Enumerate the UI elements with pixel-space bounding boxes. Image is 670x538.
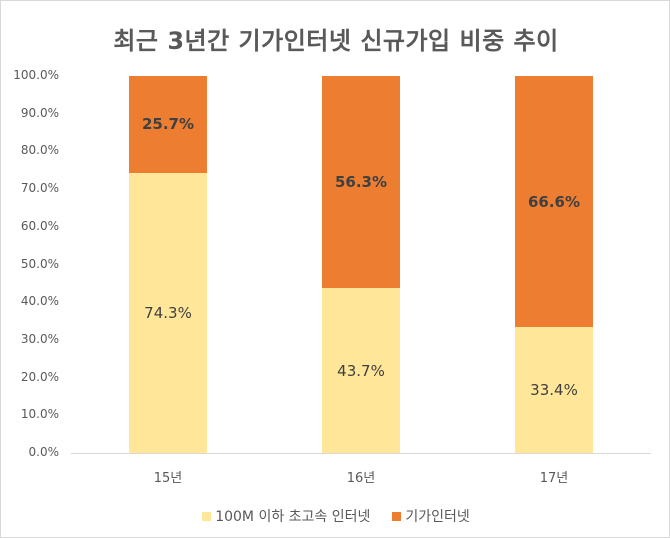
y-tick-label: 60.0%	[20, 218, 59, 233]
y-tick-label: 70.0%	[20, 181, 59, 196]
x-tick-label: 17년	[539, 471, 569, 486]
x-tick-label: 15년	[153, 471, 183, 486]
legend-item-100m[interactable]: 100M 이하 초고속 인터넷	[202, 506, 370, 526]
legend-item-giga[interactable]: 기가인터넷	[392, 506, 470, 526]
y-tick-label: 30.0%	[20, 331, 59, 346]
bar-segment-100m[interactable]: 43.7%	[322, 288, 400, 453]
y-tick-label: 20.0%	[20, 369, 59, 384]
legend: 100M 이하 초고속 인터넷 기가인터넷	[1, 506, 670, 526]
y-tick-label: 50.0%	[20, 256, 59, 271]
legend-swatch-giga-icon	[392, 511, 402, 521]
y-tick-label: 40.0%	[20, 294, 59, 309]
bar-17년[interactable]: 33.4% 66.6%	[515, 76, 593, 453]
y-tick-label: 10.0%	[20, 407, 59, 422]
data-label: 66.6%	[527, 192, 581, 211]
chart-title: 최근 3년간 기가인터넷 신규가입 비중 추이	[113, 27, 559, 55]
data-label: 43.7%	[337, 361, 385, 380]
bar-segment-giga[interactable]: 56.3%	[322, 76, 400, 289]
y-tick-label: 90.0%	[20, 105, 59, 120]
bar-15년[interactable]: 74.3% 25.7%	[129, 76, 207, 453]
bar-16년[interactable]: 43.7% 56.3%	[322, 76, 400, 453]
legend-label-100m: 100M 이하 초고속 인터넷	[215, 509, 371, 525]
y-tick-label: 0.0%	[28, 445, 60, 459]
x-axis-line	[71, 453, 651, 454]
legend-label-giga: 기가인터넷	[405, 509, 470, 525]
y-tick-label: 100.0%	[13, 68, 59, 82]
x-tick-label: 16년	[346, 471, 376, 486]
data-label: 33.4%	[530, 381, 578, 400]
bar-segment-giga[interactable]: 25.7%	[129, 76, 207, 173]
y-tick-label: 80.0%	[20, 143, 59, 158]
legend-swatch-100m-icon	[202, 511, 212, 521]
data-label: 74.3%	[144, 303, 192, 322]
bar-segment-100m[interactable]: 33.4%	[515, 327, 593, 453]
data-label: 56.3%	[334, 173, 388, 192]
data-label: 25.7%	[141, 115, 195, 134]
bar-segment-100m[interactable]: 74.3%	[129, 172, 207, 453]
bar-segment-giga[interactable]: 66.6%	[515, 76, 593, 328]
